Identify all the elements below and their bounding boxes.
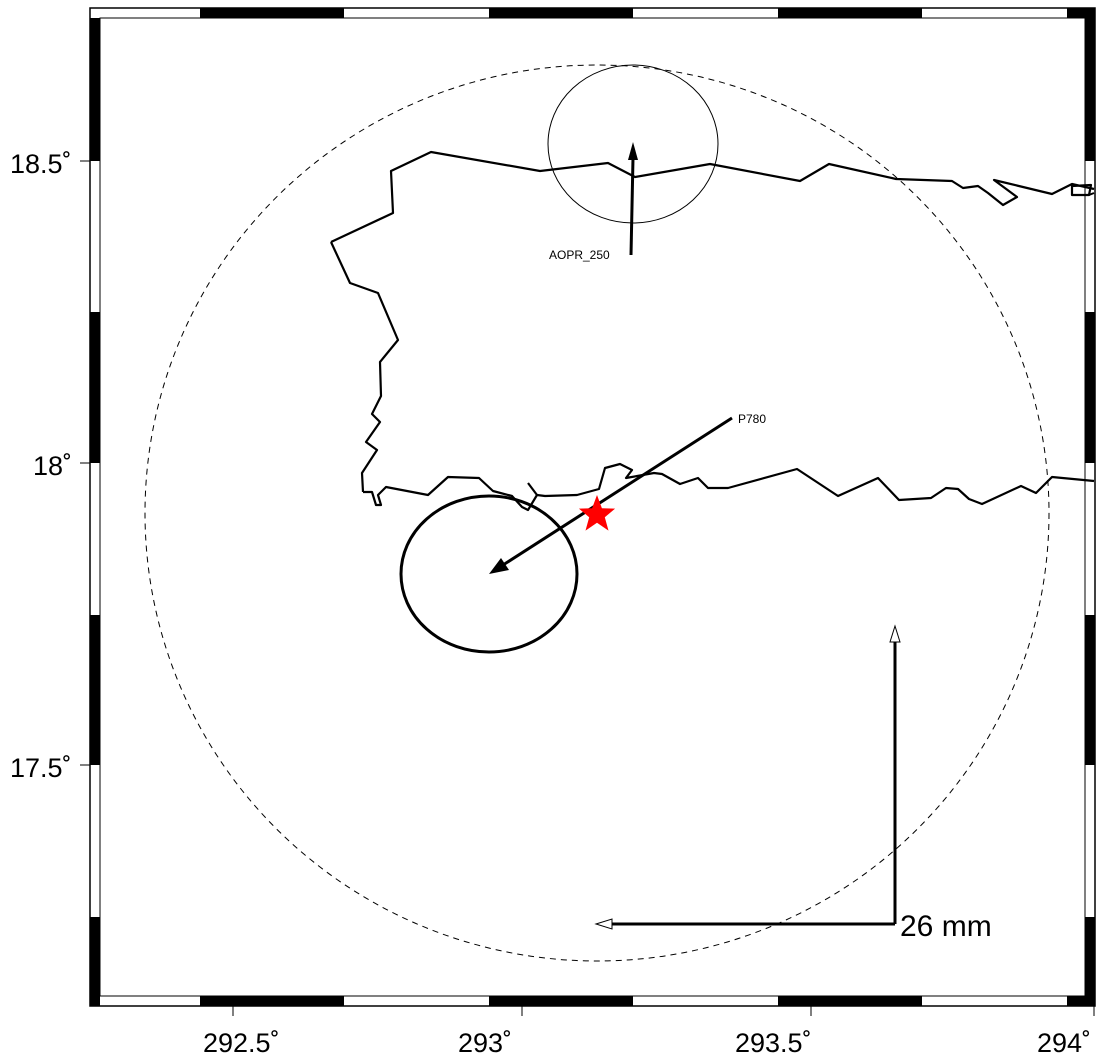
epicenter-star-icon: [578, 495, 616, 531]
y-tick-label: 17.5˚: [10, 753, 72, 783]
x-tick-label: 294˚: [1037, 1028, 1091, 1058]
coastline-west: [330, 241, 400, 493]
radius-circle: [144, 64, 1050, 962]
coastline-edge: [1088, 192, 1095, 196]
x-tick-label: 293.5˚: [735, 1028, 812, 1058]
error-ellipse: [399, 494, 579, 654]
station-aopr-250[interactable]: AOPR_250: [547, 64, 719, 262]
arrow-head: [628, 142, 638, 160]
coastline-south: [363, 462, 1095, 512]
displacement-vector: [629, 157, 635, 256]
scale-label: 26 mm: [900, 910, 992, 943]
displacement-vector: [502, 416, 733, 567]
arrow-head: [489, 558, 509, 574]
x-tick-label: 292.5˚: [203, 1028, 280, 1058]
coastline-inlet: [527, 482, 538, 496]
arrow-head-open: [889, 624, 901, 643]
scale-legend: 26 mm: [594, 624, 992, 943]
coastline-north: [330, 150, 1095, 243]
y-tick-label: 18˚: [33, 451, 72, 481]
station-label: P780: [738, 412, 766, 426]
y-tick-label: 18.5˚: [10, 149, 72, 179]
x-tick-label: 293˚: [458, 1028, 512, 1058]
station-label: AOPR_250: [549, 248, 610, 262]
station-p780[interactable]: P780: [399, 412, 766, 654]
arrow-head-open: [594, 918, 613, 930]
